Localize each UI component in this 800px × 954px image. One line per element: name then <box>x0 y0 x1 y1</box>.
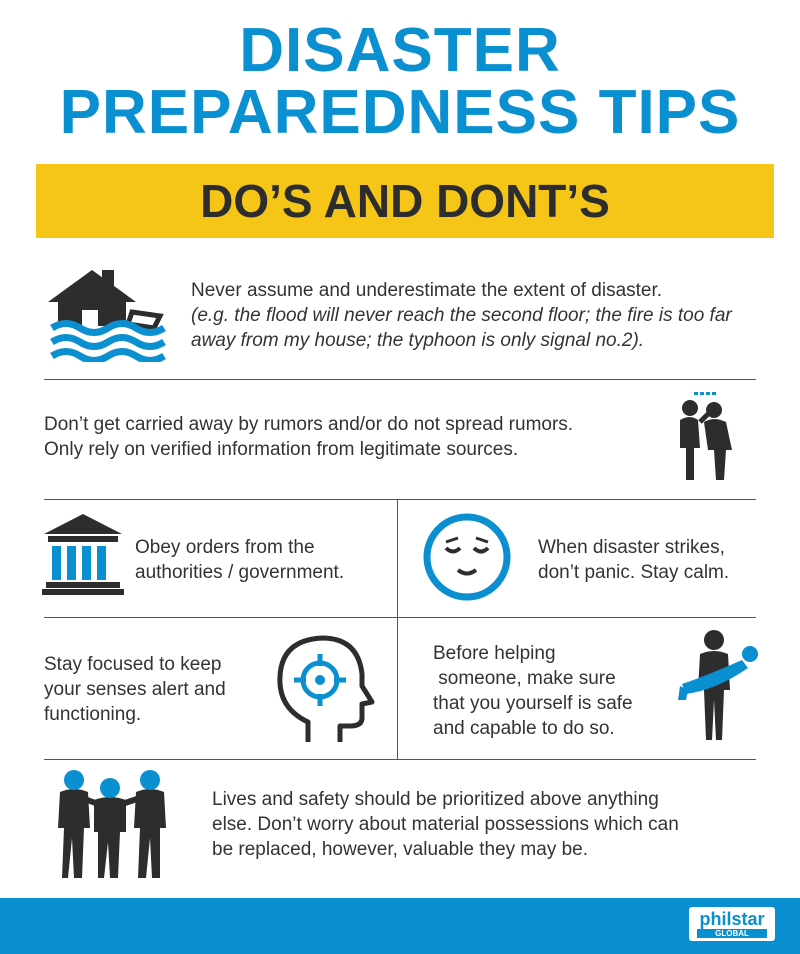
tip-rumors-line-1: Don’t get carried away by rumors and/or … <box>44 414 574 435</box>
tip-calm: When disaster strikes, don’t panic. Stay… <box>538 535 778 585</box>
tip-focus-line-1: Stay focused to keep <box>44 654 222 675</box>
divider-2 <box>44 499 756 500</box>
banner-text: DO’S AND DONT’S <box>200 175 610 227</box>
tip-calm-line-1: When disaster strikes, <box>538 537 725 558</box>
logo-sub: GLOBAL <box>697 929 767 938</box>
tip-rumors: Don’t get carried away by rumors and/or … <box>44 412 664 462</box>
logo-name: philstar <box>699 909 765 929</box>
group-hug-icon <box>58 770 166 878</box>
divider-3 <box>44 617 756 618</box>
gossip-people-icon <box>680 392 732 480</box>
philstar-logo: philstar GLOBAL <box>689 907 775 941</box>
tip-calm-line-2: don’t panic. Stay calm. <box>538 562 730 583</box>
tip-helping-line-3: that you yourself is safe <box>433 693 633 714</box>
tip-helping-line-2: someone, make sure <box>433 668 616 689</box>
flooded-house-icon <box>48 270 166 362</box>
tip-lives-line-3: be replaced, however, valuable they may … <box>212 839 589 860</box>
tip-flood-main: Never assume and underestimate the exten… <box>191 280 663 301</box>
focused-head-icon <box>277 635 375 742</box>
title-line-2: PREPAREDNESS TIPS <box>59 78 741 147</box>
divider-1 <box>44 379 756 380</box>
tip-authorities-line-1: Obey orders from the <box>135 537 315 558</box>
tip-focus-line-3: functioning. <box>44 704 142 725</box>
tip-helping-line-1: Before helping <box>433 643 556 664</box>
rescuer-carrying-person-icon <box>678 630 758 740</box>
footer-bar <box>0 898 800 954</box>
tip-rumors-line-2: Only rely on verified information from l… <box>44 439 519 460</box>
vertical-divider <box>397 499 398 759</box>
tip-lives-line-2: else. Don’t worry about material possess… <box>212 814 679 835</box>
divider-4 <box>44 759 756 760</box>
tip-focus: Stay focused to keep your senses alert a… <box>44 652 264 727</box>
title-line-1: DISASTER <box>239 16 561 85</box>
tip-authorities-line-2: authorities / government. <box>135 562 345 583</box>
tip-focus-line-2: your senses alert and <box>44 679 226 700</box>
tip-helping: Before helping someone, make sure that y… <box>433 641 673 741</box>
government-building-icon <box>42 514 124 595</box>
dos-and-donts-banner: DO’S AND DONT’S <box>36 164 774 238</box>
tip-helping-line-4: and capable to do so. <box>433 718 615 739</box>
tip-authorities: Obey orders from the authorities / gover… <box>135 535 390 585</box>
calm-face-icon <box>423 513 511 601</box>
tip-flood-example: (e.g. the flood will never reach the sec… <box>191 305 732 351</box>
tip-lives-line-1: Lives and safety should be prioritized a… <box>212 789 659 810</box>
tip-lives: Lives and safety should be prioritized a… <box>212 787 782 862</box>
tip-flood: Never assume and underestimate the exten… <box>191 278 771 353</box>
